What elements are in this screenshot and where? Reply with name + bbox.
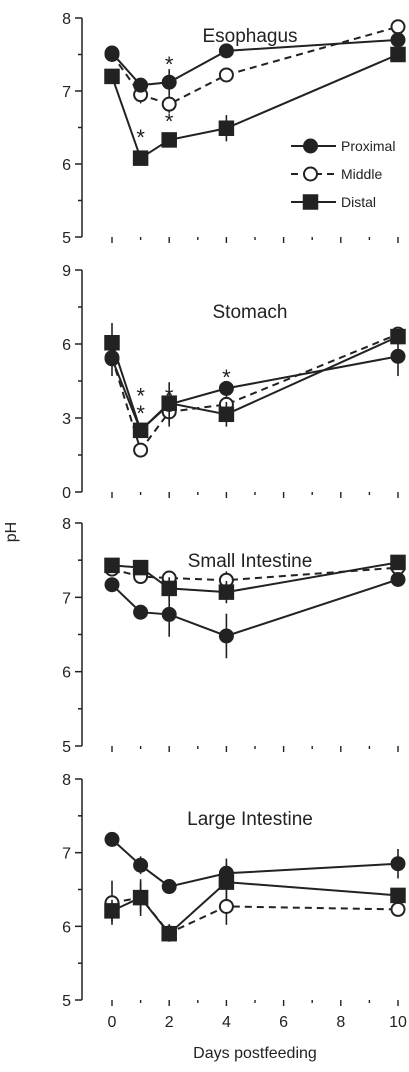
y-tick-label: 8: [62, 11, 71, 28]
significance-star: *: [136, 384, 145, 409]
panel-small-intestine: 5 6 7 8 Small Intestine: [62, 516, 406, 756]
panel-title: Large Intestine: [187, 809, 313, 830]
significance-star: *: [136, 401, 145, 426]
legend-label: Distal: [341, 194, 376, 210]
legend: Proximal Middle Distal: [291, 138, 395, 210]
significance-star: *: [136, 418, 145, 443]
panel-title: Esophagus: [202, 26, 297, 47]
chart-panels: 5678Esophagus***0369Stomach*****5678Smal…: [62, 11, 407, 1031]
data-point-distal: [104, 557, 120, 574]
panel-esophagus: 5 6 7 8 Esophagus * * *: [62, 11, 406, 247]
data-point-proximal: [104, 831, 120, 847]
significance-star: *: [222, 365, 231, 390]
y-tick-label: 6: [62, 157, 71, 174]
y-tick-label: 6: [62, 337, 71, 354]
data-point-distal: [132, 559, 149, 576]
y-tick-label: 5: [62, 230, 71, 247]
significance-star: *: [165, 109, 174, 134]
data-point-proximal: [390, 571, 406, 587]
series-line-middle: [111, 333, 399, 453]
legend-marker-distal: [302, 194, 319, 210]
data-point-proximal: [218, 380, 234, 396]
data-point-proximal: [133, 857, 149, 873]
data-point-distal: [390, 554, 406, 571]
data-point-proximal: [161, 879, 177, 895]
data-point-middle: [133, 442, 149, 458]
x-tick-label: 10: [389, 1014, 407, 1031]
data-point-middle: [390, 901, 406, 917]
x-tick-label: 2: [165, 1014, 174, 1031]
data-point-middle: [218, 67, 234, 83]
y-tick-label: 5: [62, 993, 71, 1010]
data-point-proximal: [133, 77, 149, 93]
y-tick-label: 5: [62, 739, 71, 756]
data-point-distal: [218, 584, 235, 600]
y-tick-label: 3: [62, 411, 71, 428]
series-line-middle: [111, 566, 399, 582]
data-point-middle: [161, 96, 177, 112]
legend-label: Proximal: [341, 138, 395, 154]
y-tick-label: 8: [62, 772, 71, 789]
y-tick-label: 7: [62, 846, 71, 863]
panel-large-intestine: 5 6 7 8 Large Intestine 0 2 4 6 8 10: [62, 772, 407, 1031]
significance-star: *: [136, 125, 145, 150]
data-point-proximal: [104, 45, 120, 61]
data-point-proximal: [390, 348, 406, 364]
data-point-proximal: [161, 606, 177, 622]
y-tick-label: 7: [62, 590, 71, 607]
data-point-distal: [132, 422, 149, 439]
data-point-middle: [390, 19, 406, 35]
y-tick-label: 6: [62, 919, 71, 936]
data-point-proximal: [133, 604, 149, 620]
series-line-proximal: [111, 838, 399, 888]
data-point-distal: [104, 903, 120, 919]
y-axis-label: pH: [3, 522, 20, 542]
data-point-middle: [218, 898, 234, 914]
data-point-distal: [390, 46, 406, 63]
y-tick-label: 7: [62, 84, 71, 101]
data-point-distal: [218, 120, 235, 136]
data-point-distal: [104, 335, 120, 351]
data-point-proximal: [390, 32, 406, 48]
data-point-distal: [218, 406, 235, 423]
data-point-distal: [218, 874, 235, 890]
y-tick-label: 9: [62, 263, 71, 280]
panel-title: Stomach: [213, 302, 288, 323]
x-tick-label: 0: [108, 1014, 117, 1031]
y-tick-label: 8: [62, 516, 71, 533]
panel-title: Small Intestine: [188, 551, 313, 572]
significance-star: *: [165, 384, 174, 409]
y-tick-label: 6: [62, 665, 71, 682]
x-tick-label: 4: [222, 1014, 231, 1031]
data-point-distal: [390, 887, 406, 904]
data-point-proximal: [390, 856, 406, 872]
legend-marker-middle: [303, 166, 318, 182]
x-axis-label: Days postfeeding: [193, 1045, 317, 1062]
x-tick-label: 8: [336, 1014, 345, 1031]
y-tick-label: 0: [62, 485, 71, 502]
legend-marker-proximal: [303, 138, 318, 154]
data-point-distal: [161, 132, 177, 148]
data-point-distal: [161, 580, 177, 597]
data-point-proximal: [218, 43, 234, 59]
data-point-proximal: [161, 74, 177, 90]
legend-label: Middle: [341, 166, 382, 182]
data-point-distal: [390, 328, 406, 345]
x-tick-label: 6: [279, 1014, 288, 1031]
data-point-distal: [132, 150, 149, 166]
data-point-proximal: [104, 577, 120, 593]
data-point-distal: [132, 889, 149, 906]
data-point-proximal: [218, 628, 234, 644]
data-point-distal: [104, 68, 120, 85]
data-point-distal: [161, 395, 177, 411]
significance-star: *: [165, 52, 174, 77]
data-point-distal: [161, 925, 177, 942]
